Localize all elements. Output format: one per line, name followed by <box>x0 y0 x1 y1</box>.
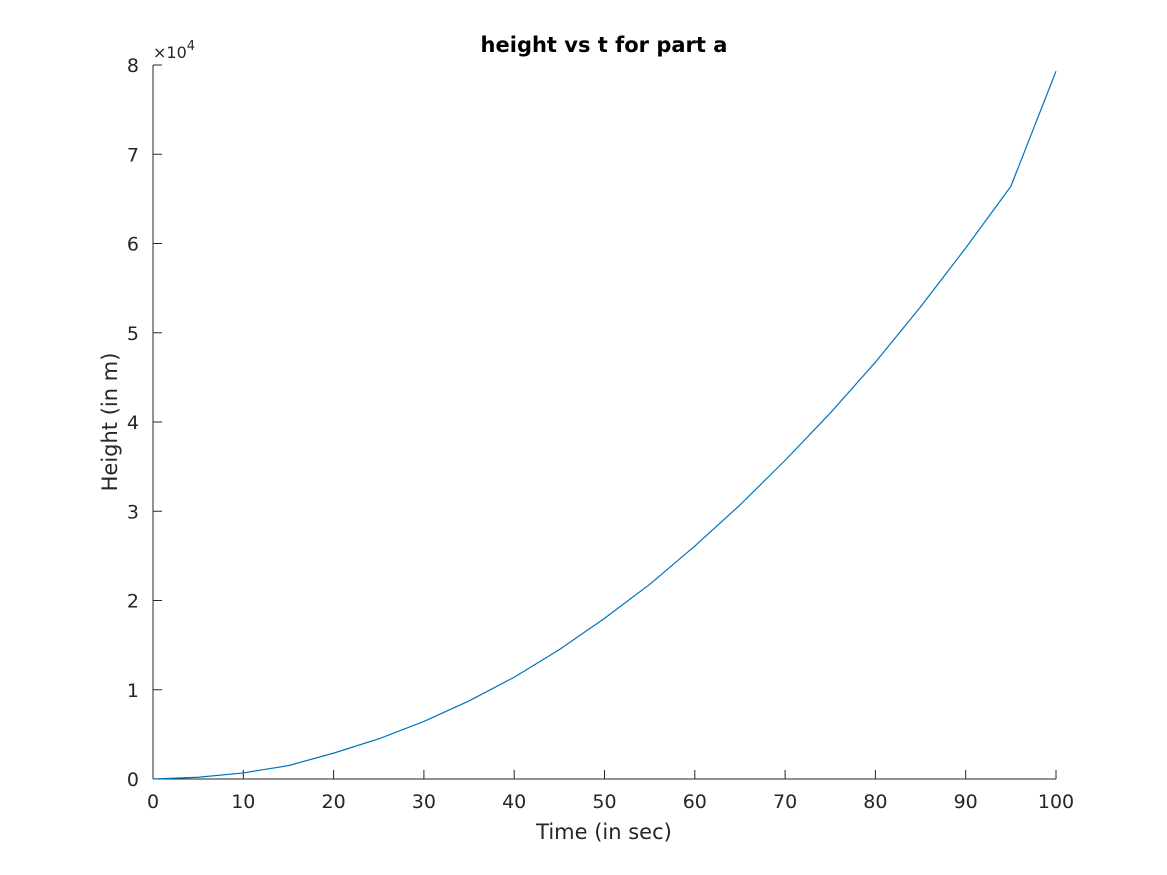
x-tick-label: 30 <box>412 791 436 813</box>
plot-area: 0 10 20 30 40 50 60 70 80 90 100 0 1 2 3 4 5 6 7 8 <box>127 55 1074 813</box>
y-tick-label: 7 <box>127 144 139 166</box>
y-exponent-label: ×104 <box>153 39 195 62</box>
x-axis-label: Time (in sec) <box>535 820 672 844</box>
x-tick-label: 100 <box>1038 791 1074 813</box>
x-tick-label: 0 <box>147 791 159 813</box>
x-tick-label: 70 <box>773 791 797 813</box>
y-tick-label: 3 <box>127 501 139 523</box>
x-tick-label: 60 <box>683 791 707 813</box>
y-tick-label: 6 <box>127 234 139 256</box>
series-line-0 <box>152 71 1057 780</box>
y-tick-label: 5 <box>127 323 139 345</box>
y-tick-label: 4 <box>127 412 139 434</box>
x-ticks: 0 10 20 30 40 50 60 70 80 90 100 <box>147 770 1074 813</box>
chart-title: height vs t for part a <box>481 33 728 57</box>
y-tick-label: 1 <box>127 680 139 702</box>
x-tick-label: 90 <box>954 791 978 813</box>
x-tick-label: 40 <box>502 791 526 813</box>
x-tick-label: 20 <box>322 791 346 813</box>
x-tick-label: 50 <box>592 791 616 813</box>
y-ticks: 0 1 2 3 4 5 6 7 8 <box>127 55 162 791</box>
y-tick-label: 0 <box>127 769 139 791</box>
y-exponent-base: ×10 <box>153 43 187 62</box>
x-tick-label: 10 <box>231 791 255 813</box>
y-exponent-power: 4 <box>187 39 195 54</box>
y-tick-label: 2 <box>127 591 139 613</box>
y-tick-label: 8 <box>127 55 139 77</box>
y-axis-label: Height (in m) <box>98 353 122 492</box>
x-tick-label: 80 <box>863 791 887 813</box>
series-layer <box>152 71 1057 780</box>
